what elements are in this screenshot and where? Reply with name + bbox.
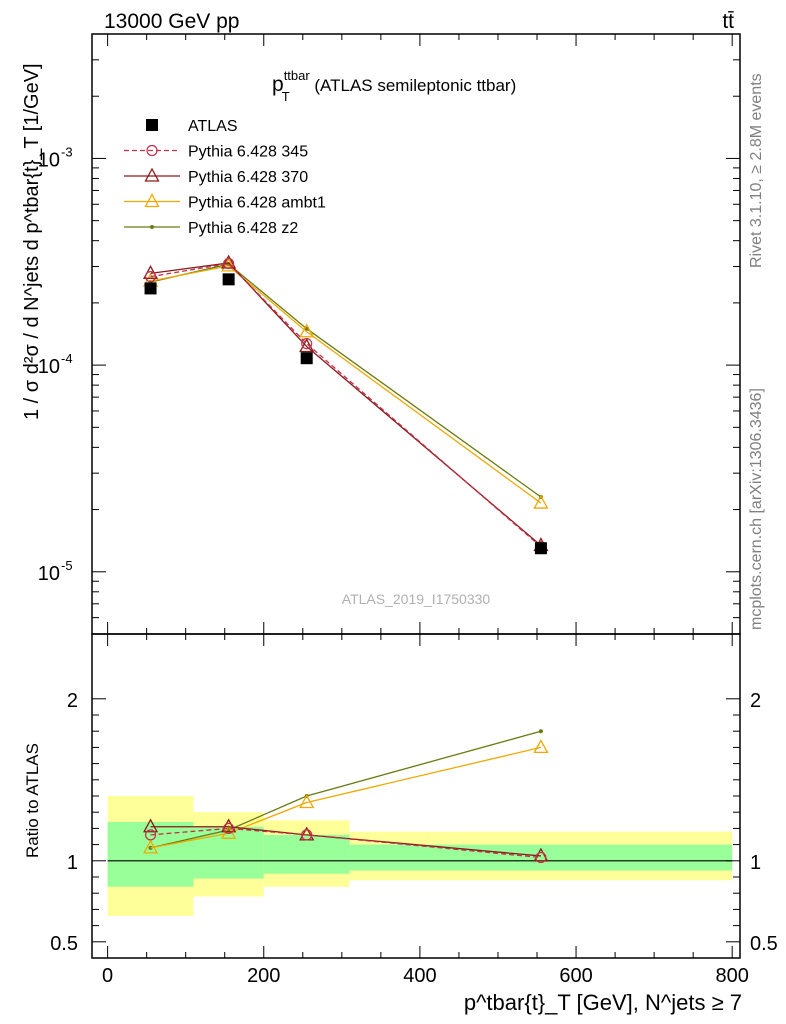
legend-label: Pythia 6.428 z2	[188, 220, 298, 237]
ratio-point	[533, 739, 549, 754]
rivet-label: Rivet 3.1.10, ≥ 2.8M events	[748, 73, 765, 268]
ratio-series-line	[150, 827, 541, 859]
legend-marker	[144, 167, 160, 182]
ratio-series-line	[150, 730, 542, 849]
data-point	[222, 273, 235, 286]
ratio-point	[301, 829, 313, 841]
legend-label: ATLAS	[188, 118, 238, 135]
series-line	[150, 263, 542, 498]
mcplots-label: mcplots.cern.ch [arXiv:1306.3436]	[748, 388, 765, 630]
x-tick-label: 800	[716, 965, 749, 987]
ratio-point	[221, 818, 237, 833]
ratio-point	[299, 794, 315, 809]
legend-marker	[146, 119, 158, 131]
ratio-y-axis-label: Ratio to ATLAS	[23, 743, 42, 858]
data-point	[299, 323, 315, 338]
ratio-point	[223, 822, 235, 835]
ratio-series	[142, 729, 549, 864]
data-point	[301, 338, 313, 350]
y-tick-exponent: -5	[61, 558, 73, 573]
legend-label: Pythia 6.428 370	[188, 169, 308, 186]
data-point	[221, 257, 237, 272]
ratio-point	[142, 818, 159, 833]
main-series	[142, 254, 549, 555]
data-point	[223, 257, 235, 270]
legend-label: Pythia 6.428 ambt1	[188, 195, 326, 212]
ratio-point	[535, 851, 547, 864]
y-tick-label: 10	[38, 149, 60, 171]
y-tick-exponent: -4	[61, 351, 73, 366]
ratio-y-tick-label-right: 1	[750, 852, 761, 874]
x-tick-label: 600	[559, 965, 592, 987]
ratio-y-tick-label-left: 2	[67, 690, 78, 712]
ratio-series-line	[150, 746, 542, 849]
x-axis-label: p^tbar{t}_T [GeV], N^jets ≥ 7	[464, 990, 742, 1015]
legend-label: Pythia 6.428 345	[188, 144, 308, 161]
green-band	[193, 826, 264, 879]
ratio-point	[144, 829, 157, 841]
legend: ATLAS Pythia 6.428 345 Pythia 6.428 370 Pyt…	[124, 118, 326, 237]
x-tick-label: 0	[102, 965, 113, 987]
data-point	[533, 494, 549, 509]
y-tick-label: 10	[38, 563, 60, 585]
x-tick-label: 200	[247, 965, 280, 987]
green-band	[263, 834, 350, 874]
ratio-uncertainty-bands	[107, 796, 733, 916]
energy-label: 13000 GeV pp	[104, 10, 239, 33]
main-y-axis-label: 1 / σ d²σ / d N^jets d p^tbar{t}_T [1/Ge…	[21, 63, 43, 420]
legend-marker	[150, 225, 154, 229]
legend-marker	[144, 193, 160, 208]
series-line	[150, 265, 542, 504]
process-label: tt̄	[722, 10, 734, 33]
data-point	[144, 271, 157, 283]
watermark: ATLAS_2019_I1750330	[342, 591, 491, 607]
series-line	[150, 262, 542, 548]
chart-title: pttbar T (ATLAS semileptonic ttbar)	[272, 68, 516, 104]
ratio-y-tick-label-left: 0.5	[50, 933, 78, 955]
series-line	[150, 262, 542, 547]
y-tick-exponent: -3	[61, 144, 73, 159]
x-tick-label: 400	[403, 965, 436, 987]
ratio-y-tick-label-left: 1	[67, 852, 78, 874]
y-tick-label: 10	[38, 356, 60, 378]
ratio-series-line	[150, 826, 541, 857]
data-point	[534, 542, 547, 555]
legend-marker	[146, 144, 158, 157]
ratio-point	[533, 847, 549, 862]
ratio-point	[538, 729, 543, 734]
ratio-y-tick-label-right: 2	[750, 690, 761, 712]
data-point	[299, 338, 315, 353]
data-point	[144, 282, 157, 295]
ratio-point	[142, 839, 159, 854]
data-point	[300, 352, 313, 365]
ratio-y-tick-label-right: 0.5	[750, 933, 778, 955]
